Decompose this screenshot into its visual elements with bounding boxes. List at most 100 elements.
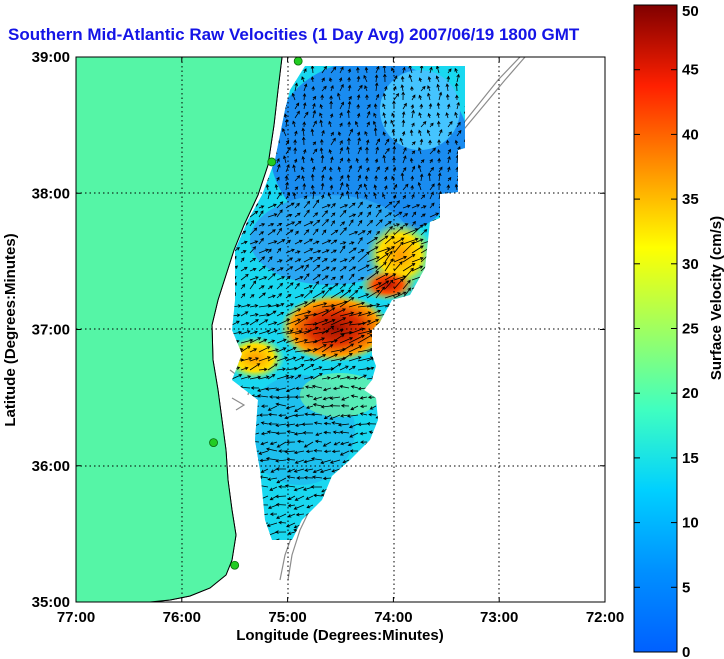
- current-vector: [320, 94, 324, 101]
- current-vector: [382, 193, 386, 200]
- current-vector: [393, 241, 404, 254]
- current-vector: [330, 267, 337, 272]
- current-vector: [347, 68, 352, 74]
- current-vector: [337, 423, 350, 427]
- current-vector: [420, 85, 426, 92]
- current-vector: [312, 264, 321, 272]
- current-vector: [330, 85, 334, 92]
- current-vector: [278, 449, 287, 453]
- current-vector: [357, 293, 370, 299]
- current-vector: [411, 220, 416, 227]
- current-vector: [258, 329, 271, 335]
- current-vector: [321, 174, 325, 182]
- colorbar-tick-label: 10: [682, 515, 699, 532]
- current-vector: [285, 248, 295, 254]
- current-vector: [303, 200, 311, 209]
- current-vector: [294, 316, 309, 326]
- current-vector: [321, 376, 331, 380]
- current-vector: [411, 257, 424, 263]
- current-vector: [347, 84, 352, 92]
- current-vector: [312, 240, 320, 245]
- current-vector: [437, 182, 441, 191]
- current-vector: [295, 386, 305, 391]
- current-vector: [276, 201, 284, 209]
- current-vector: [402, 253, 416, 263]
- current-vector: [312, 141, 317, 146]
- current-vector: [374, 82, 379, 92]
- current-vector: [339, 275, 344, 281]
- current-vector: [346, 174, 351, 182]
- current-vector: [249, 267, 257, 272]
- current-vector: [321, 85, 327, 92]
- current-vector: [276, 303, 285, 308]
- current-vector: [240, 357, 253, 362]
- current-vector: [384, 292, 402, 299]
- current-vector: [294, 220, 302, 227]
- current-vector: [463, 109, 465, 119]
- current-vector: [258, 375, 270, 380]
- current-vector: [240, 283, 246, 290]
- current-vector: [287, 531, 296, 535]
- current-vector: [285, 440, 296, 445]
- current-vector: [356, 66, 360, 74]
- current-vector: [267, 273, 276, 281]
- current-vector: [258, 223, 266, 227]
- current-vector: [284, 175, 289, 182]
- current-vector: [382, 103, 386, 110]
- current-vector: [339, 283, 347, 290]
- current-vector: [429, 122, 434, 128]
- current-vector: [338, 77, 343, 83]
- current-vector: [360, 404, 368, 409]
- current-vector: [402, 223, 409, 227]
- current-vector: [310, 128, 315, 137]
- current-vector: [393, 275, 407, 281]
- current-vector: [340, 404, 350, 408]
- current-vector: [304, 385, 314, 389]
- current-vector: [321, 239, 332, 245]
- current-vector: [348, 202, 356, 209]
- current-vector: [332, 386, 341, 391]
- current-vector: [410, 184, 414, 191]
- current-vector: [275, 494, 287, 499]
- current-vector: [393, 255, 408, 263]
- current-vector: [339, 174, 344, 182]
- radar-site-marker: [230, 560, 240, 570]
- current-vector: [249, 357, 259, 362]
- current-vector: [357, 165, 362, 173]
- current-vector: [275, 387, 287, 392]
- current-vector: [321, 325, 335, 335]
- current-vector: [276, 347, 287, 353]
- current-vector: [302, 92, 307, 101]
- current-vector: [356, 103, 360, 110]
- current-vector: [240, 257, 245, 263]
- current-vector: [393, 211, 403, 218]
- current-vector: [322, 476, 332, 481]
- current-vector: [312, 373, 323, 380]
- current-vector: [393, 278, 404, 290]
- current-vector: [348, 281, 356, 290]
- y-tick-label: 37:00: [32, 322, 70, 339]
- current-vector: [357, 264, 370, 272]
- current-vector: [240, 311, 249, 317]
- current-vector: [330, 220, 335, 227]
- current-vector: [447, 120, 453, 128]
- current-vector: [357, 201, 363, 209]
- current-vector: [339, 241, 347, 245]
- current-vector: [276, 374, 290, 380]
- current-vector: [375, 252, 389, 263]
- y-tick-label: 38:00: [32, 185, 70, 202]
- current-vector: [294, 265, 305, 272]
- current-vector: [294, 102, 300, 110]
- current-vector: [283, 155, 287, 164]
- current-vector: [275, 423, 287, 427]
- current-vector: [319, 468, 332, 474]
- y-tick-label: 36:00: [32, 458, 70, 475]
- current-vector: [312, 249, 322, 254]
- current-vector: [339, 122, 343, 128]
- current-vector: [303, 68, 307, 74]
- current-vector: [346, 414, 359, 418]
- current-vector: [420, 213, 426, 218]
- current-vector: [365, 157, 369, 164]
- current-vector: [267, 422, 278, 426]
- current-vector: [294, 202, 300, 209]
